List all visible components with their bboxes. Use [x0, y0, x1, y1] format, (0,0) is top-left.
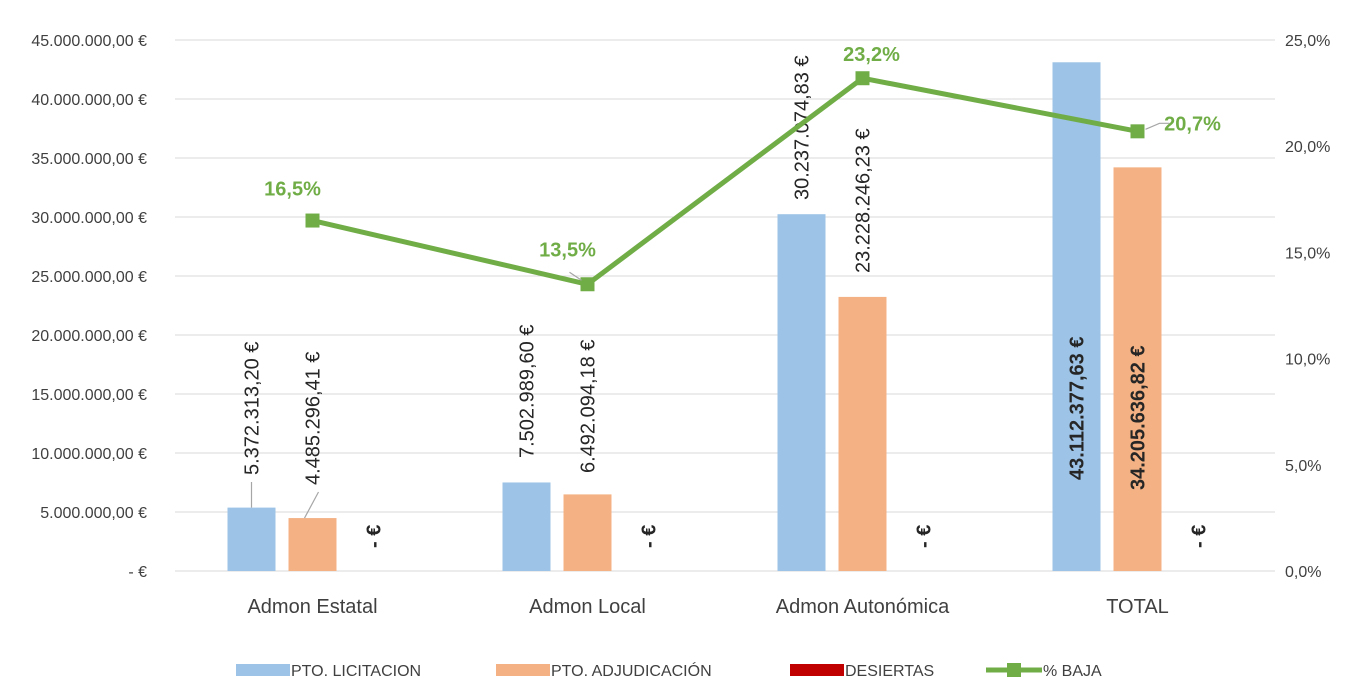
y-tick-label: 35.000.000,00 € — [31, 151, 147, 168]
line-marker — [580, 277, 595, 292]
legend-swatch — [236, 664, 290, 676]
bar — [838, 296, 887, 571]
bar-data-label: 23.228.246,23 € — [853, 128, 875, 273]
bar-data-label: 43.112.377,63 € — [1067, 337, 1089, 480]
bar-data-label: - € — [364, 525, 386, 548]
y-axis-secondary: 0,0% 5,0% 10,0% 15,0% 20,0% 25,0% — [1285, 33, 1330, 581]
legend-label: % BAJA — [1043, 663, 1102, 680]
y2-tick-label: 0,0% — [1285, 564, 1321, 581]
leader-line — [1145, 122, 1170, 130]
line-data-label: 13,5% — [539, 239, 596, 261]
legend-label: PTO. ADJUDICACIÓN — [551, 661, 712, 680]
bar — [563, 494, 612, 571]
y-tick-label: - € — [128, 564, 147, 581]
legend-item: PTO. LICITACION — [236, 663, 421, 680]
legend-label: PTO. LICITACION — [291, 663, 421, 680]
bar — [1113, 167, 1162, 572]
line-data-label: 23,2% — [843, 44, 900, 66]
bar-data-labels: 5.372.313,20 € 7.502.989,60 € 30.237.074,8… — [242, 55, 1211, 548]
category-label: Admon Local — [529, 596, 646, 618]
category-label: TOTAL — [1106, 596, 1169, 618]
legend: PTO. LICITACION PTO. ADJUDICACIÓN DESIERTA… — [236, 661, 1102, 680]
category-label: Admon Estatal — [247, 596, 377, 618]
bar-data-label: 6.492.094,18 € — [578, 340, 600, 473]
bar — [1052, 62, 1101, 571]
legend-swatch — [790, 664, 844, 676]
category-label: Admon Autonómica — [776, 596, 950, 618]
bar-data-label: 4.485.296,41 € — [303, 352, 325, 485]
bar-data-label: - € — [914, 525, 936, 548]
y-tick-label: 25.000.000,00 € — [31, 269, 147, 286]
line-marker — [1130, 124, 1145, 139]
y-tick-label: 20.000.000,00 € — [31, 328, 147, 345]
y-tick-label: 15.000.000,00 € — [31, 387, 147, 404]
bar — [502, 482, 551, 571]
y2-tick-label: 10,0% — [1285, 352, 1330, 369]
legend-item: % BAJA — [986, 663, 1102, 680]
bar-data-label: - € — [1189, 525, 1211, 548]
legend-marker — [1007, 663, 1021, 677]
line-marker — [305, 213, 320, 228]
category-labels: Admon Estatal Admon Local Admon Autonómica… — [247, 596, 1168, 618]
y-tick-label: 40.000.000,00 € — [31, 92, 147, 109]
bar-data-label: - € — [639, 525, 661, 548]
leader-line — [303, 491, 320, 519]
bar-data-label: 30.237.074,83 € — [792, 55, 814, 200]
legend-item: DESIERTAS — [790, 663, 934, 680]
line-data-label: 20,7% — [1164, 113, 1221, 135]
baja-line — [311, 75, 1138, 287]
leader-line — [569, 271, 582, 281]
line-data-label: 16,5% — [264, 179, 321, 201]
line-marker — [855, 71, 870, 86]
y-tick-label: 45.000.000,00 € — [31, 33, 147, 50]
y-tick-label: 5.000.000,00 € — [40, 505, 147, 522]
bar — [227, 507, 276, 571]
legend-item: PTO. ADJUDICACIÓN — [496, 661, 712, 680]
y-tick-label: 10.000.000,00 € — [31, 446, 147, 463]
gridlines — [175, 39, 1275, 572]
line-series: 16,5% 13,5% 23,2% 20,7% — [264, 44, 1221, 292]
y2-tick-label: 20,0% — [1285, 139, 1330, 156]
bar-data-label: 7.502.989,60 € — [517, 325, 539, 458]
y-axis-primary: - € 5.000.000,00 € 10.000.000,00 € 15.000.0… — [31, 33, 147, 581]
bar-data-label: 5.372.313,20 € — [242, 342, 264, 475]
bar-data-label: 34.205.636,82 € — [1128, 345, 1150, 490]
bars — [227, 62, 1162, 572]
y-tick-label: 30.000.000,00 € — [31, 210, 147, 227]
legend-swatch — [496, 664, 550, 676]
legend-label: DESIERTAS — [845, 663, 934, 680]
bar — [288, 518, 337, 571]
y2-tick-label: 25,0% — [1285, 33, 1330, 50]
bar — [777, 214, 826, 571]
y2-tick-label: 5,0% — [1285, 458, 1321, 475]
y2-tick-label: 15,0% — [1285, 245, 1330, 262]
